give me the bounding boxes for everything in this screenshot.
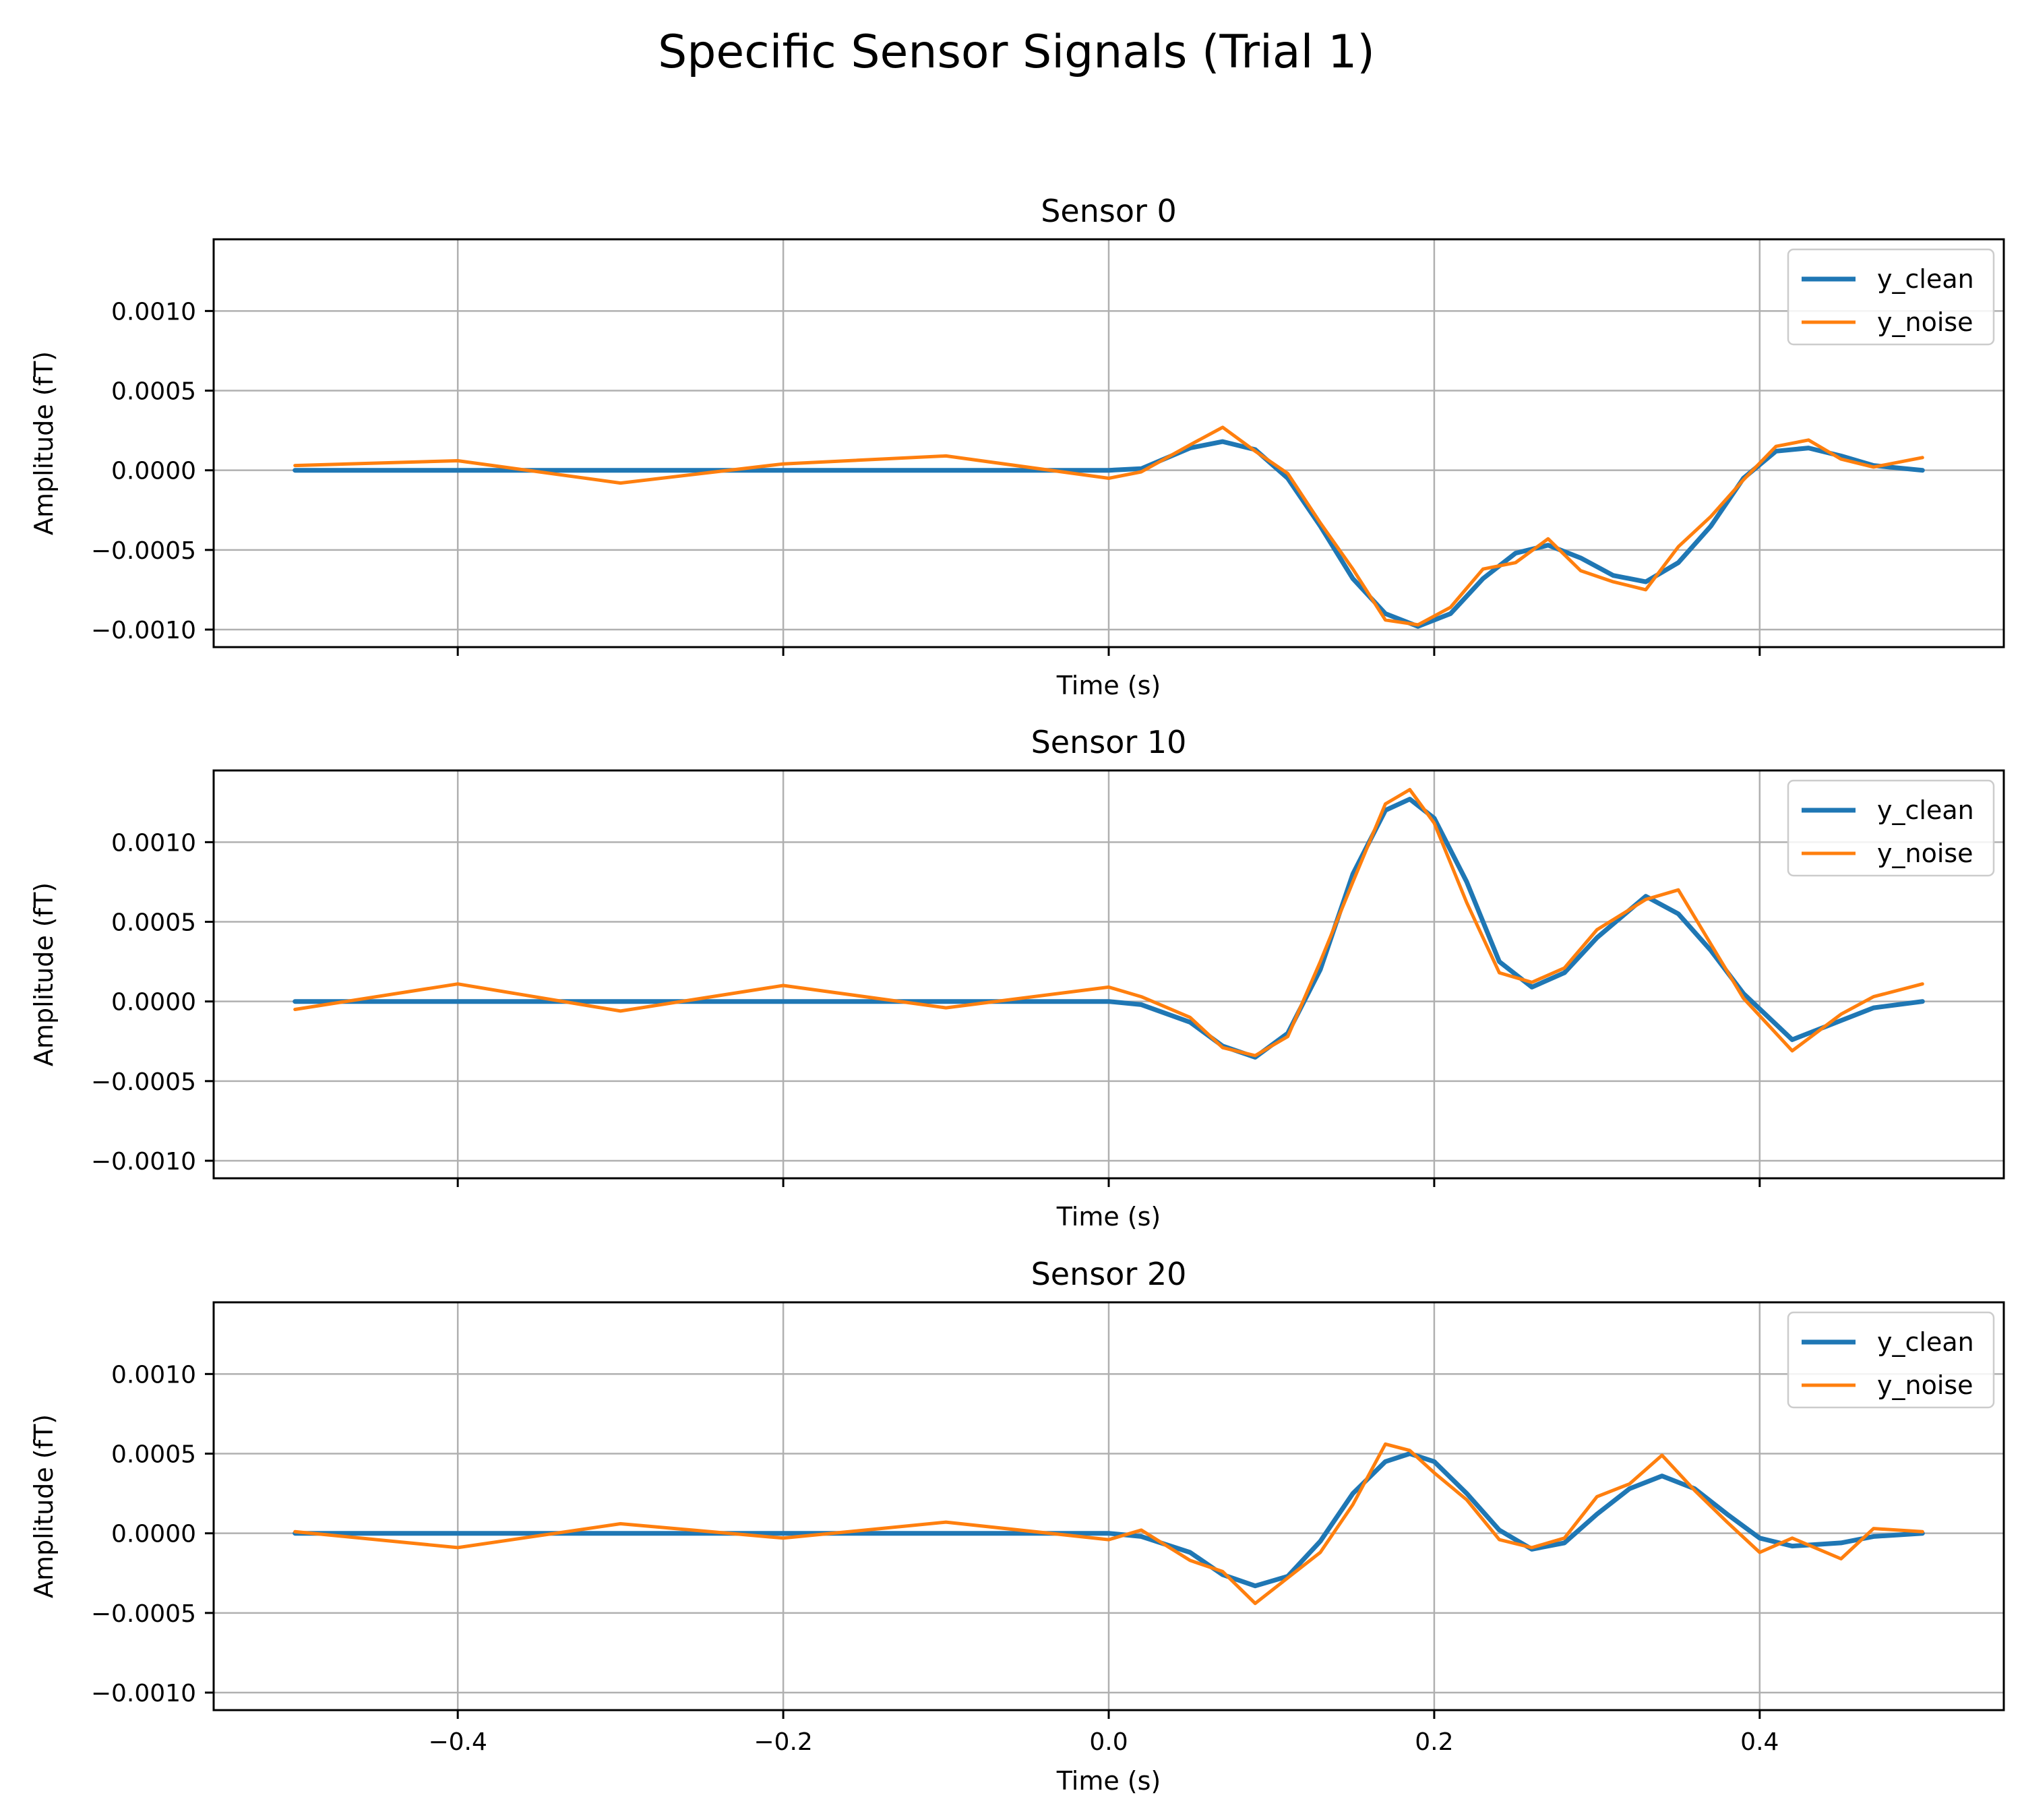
y-tick-label: 0.0005 bbox=[111, 1441, 196, 1469]
x-tick-label: 0.2 bbox=[1415, 1728, 1453, 1756]
x-tick-label: 0.4 bbox=[1740, 1728, 1779, 1756]
subplot-sensor-0: Sensor 0 −0.0010 −0.0005 0.0000 0.0005 0.0010… bbox=[29, 193, 2005, 700]
y-tick-label: −0.0010 bbox=[91, 617, 196, 644]
y-tick-label: −0.0010 bbox=[91, 1148, 196, 1176]
y-tick-label: 0.0000 bbox=[111, 458, 196, 485]
y-tick-label: 0.0000 bbox=[111, 1521, 196, 1548]
y-tick-label: 0.0010 bbox=[111, 298, 196, 326]
x-axis-label: Time (s) bbox=[1056, 1766, 1161, 1796]
x-axis-label: Time (s) bbox=[1056, 1202, 1161, 1232]
series-line-y-clean bbox=[293, 1451, 1925, 1589]
figure-title: Specific Sensor Signals (Trial 1) bbox=[658, 26, 1375, 79]
y-tick-label: 0.0005 bbox=[111, 909, 196, 937]
series-line-y-noise bbox=[293, 1442, 1924, 1606]
y-axis-label: Amplitude (fT) bbox=[29, 882, 59, 1066]
series-line-y-noise bbox=[293, 425, 1924, 627]
legend-label: y_clean bbox=[1877, 795, 1974, 825]
y-axis-label: Amplitude (fT) bbox=[29, 1414, 59, 1598]
x-tick-label: 0.0 bbox=[1089, 1728, 1128, 1756]
y-tick-label: −0.0010 bbox=[91, 1680, 196, 1707]
y-tick-label: −0.0005 bbox=[91, 537, 196, 565]
legend-label: y_clean bbox=[1877, 264, 1974, 294]
y-tick-label: 0.0010 bbox=[111, 1361, 196, 1389]
subplot-sensor-1: Sensor 10 −0.0010 −0.0005 0.0000 0.0005 0.001… bbox=[29, 724, 2005, 1232]
legend: y_clean y_noise bbox=[1787, 248, 1995, 346]
y-tick-label: 0.0005 bbox=[111, 378, 196, 406]
legend: y_clean y_noise bbox=[1787, 1311, 1995, 1409]
y-tick-label: 0.0010 bbox=[111, 829, 196, 857]
x-axis-label: Time (s) bbox=[1056, 671, 1161, 700]
legend: y_clean y_noise bbox=[1787, 779, 1995, 877]
x-tick-label: −0.2 bbox=[754, 1728, 812, 1756]
subplot-grid: Sensor 0 −0.0010 −0.0005 0.0000 0.0005 0.0010… bbox=[29, 193, 2005, 1796]
y-tick-label: −0.0005 bbox=[91, 1600, 196, 1628]
legend-label: y_noise bbox=[1877, 307, 1973, 337]
legend-label: y_noise bbox=[1877, 1370, 1973, 1400]
y-tick-label: −0.0005 bbox=[91, 1068, 196, 1096]
subplot-title: Sensor 0 bbox=[1041, 193, 1177, 229]
subplot-title: Sensor 10 bbox=[1031, 724, 1187, 760]
y-tick-label: 0.0000 bbox=[111, 989, 196, 1017]
subplot-sensor-2: Sensor 20 −0.0010 −0.0005 0.0000 0.0005 0.001… bbox=[29, 1256, 2005, 1796]
legend-label: y_noise bbox=[1877, 839, 1973, 868]
y-axis-label: Amplitude (fT) bbox=[29, 351, 59, 535]
x-tick-label: −0.4 bbox=[428, 1728, 487, 1756]
legend-label: y_clean bbox=[1877, 1327, 1974, 1357]
series-line-y-noise bbox=[293, 787, 1924, 1058]
subplot-title: Sensor 20 bbox=[1031, 1256, 1187, 1292]
